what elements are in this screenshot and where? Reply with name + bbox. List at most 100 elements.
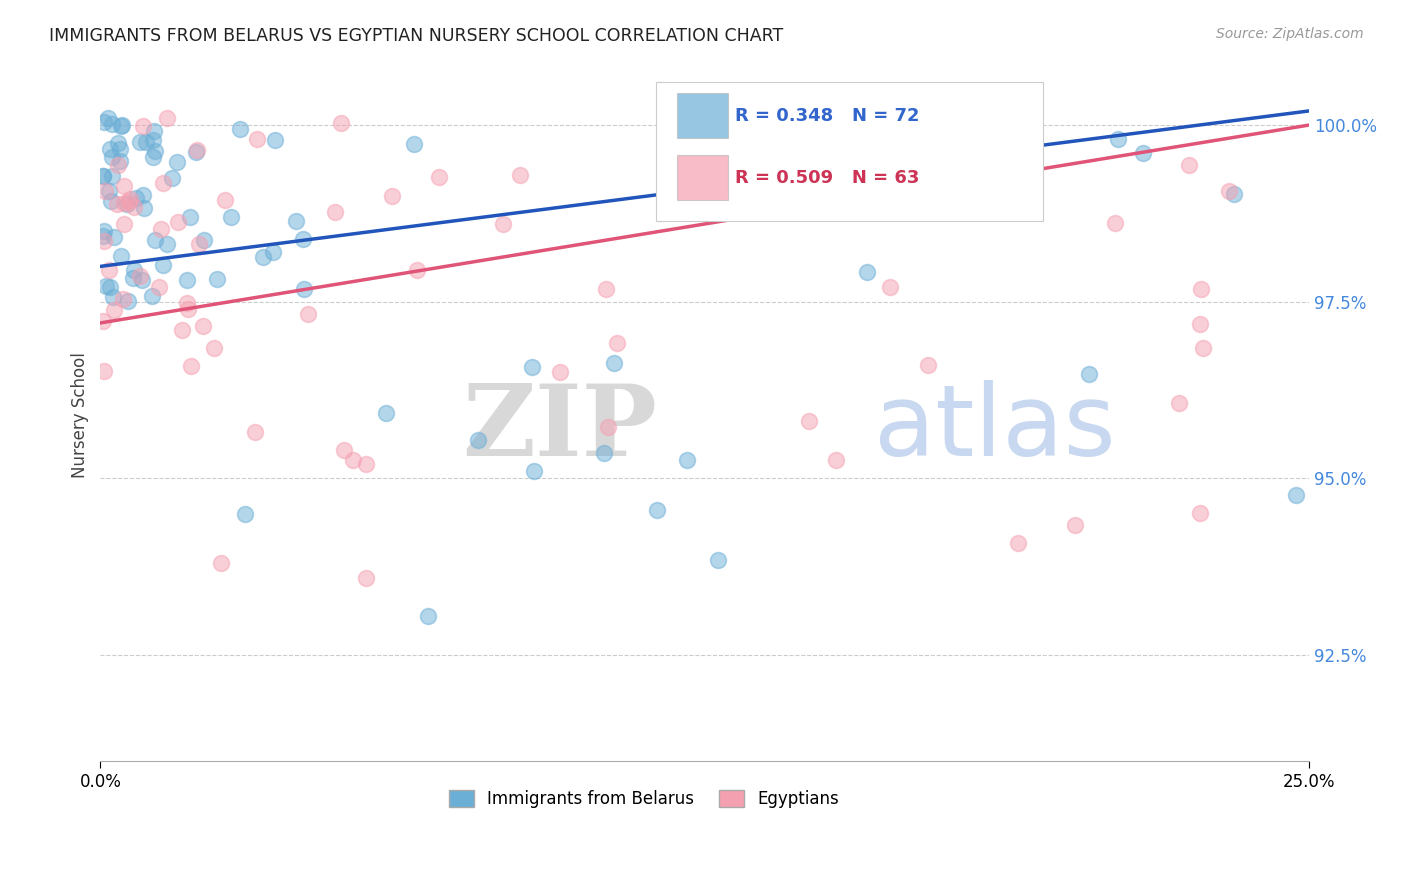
Point: [91, 169, 114, 183]
Point: [292, 232, 315, 246]
Point: [156, 111, 179, 125]
Point: [176, 273, 198, 287]
Point: [101, 169, 124, 183]
Point: [98, 142, 121, 156]
Point: [228, 122, 250, 136]
Point: [825, 452, 848, 467]
Point: [148, 280, 170, 294]
Point: [202, 341, 225, 355]
Point: [606, 335, 628, 350]
Point: [1007, 536, 1029, 550]
Point: [219, 211, 242, 225]
Point: [118, 194, 141, 209]
Point: [214, 194, 236, 208]
Point: [1064, 518, 1087, 533]
Point: [122, 271, 145, 285]
Point: [523, 464, 546, 478]
Point: [101, 150, 124, 164]
Point: [91, 229, 114, 244]
Point: [110, 119, 132, 133]
Point: [110, 250, 132, 264]
Point: [141, 288, 163, 302]
Point: [129, 135, 152, 149]
Text: R = 0.348   N = 72: R = 0.348 N = 72: [735, 107, 920, 125]
Point: [1132, 146, 1154, 161]
Point: [1077, 367, 1099, 381]
Point: [156, 237, 179, 252]
Point: [193, 233, 215, 247]
Point: [252, 250, 274, 264]
Point: [132, 188, 155, 202]
Point: [595, 282, 617, 296]
Point: [177, 301, 200, 316]
Point: [114, 195, 136, 210]
Point: [122, 200, 145, 214]
Point: [1218, 184, 1240, 198]
Point: [209, 556, 232, 570]
Point: [264, 133, 287, 147]
Point: [143, 233, 166, 247]
Point: [1167, 396, 1189, 410]
Point: [323, 205, 346, 219]
Point: [297, 307, 319, 321]
Point: [96, 279, 118, 293]
Point: [404, 136, 426, 151]
Point: [936, 169, 959, 183]
Point: [110, 142, 132, 156]
Point: [917, 358, 939, 372]
Point: [598, 420, 620, 434]
Point: [354, 571, 377, 585]
Point: [1192, 341, 1215, 355]
Point: [152, 258, 174, 272]
Point: [1188, 506, 1211, 520]
Point: [135, 135, 157, 149]
Point: [329, 116, 352, 130]
Point: [110, 153, 132, 168]
Point: [93, 364, 115, 378]
Point: [292, 282, 315, 296]
Point: [179, 210, 201, 224]
Point: [167, 214, 190, 228]
Point: [603, 356, 626, 370]
Text: Source: ZipAtlas.com: Source: ZipAtlas.com: [1216, 27, 1364, 41]
Point: [142, 133, 165, 147]
Point: [143, 144, 166, 158]
Point: [879, 279, 901, 293]
Point: [1222, 186, 1244, 201]
Point: [115, 197, 138, 211]
Text: IMMIGRANTS FROM BELARUS VS EGYPTIAN NURSERY SCHOOL CORRELATION CHART: IMMIGRANTS FROM BELARUS VS EGYPTIAN NURS…: [49, 27, 783, 45]
Point: [797, 414, 820, 428]
Point: [416, 609, 439, 624]
Point: [509, 168, 531, 182]
Point: [166, 154, 188, 169]
Legend: Immigrants from Belarus, Egyptians: Immigrants from Belarus, Egyptians: [443, 783, 846, 815]
Point: [131, 273, 153, 287]
Point: [243, 425, 266, 439]
Point: [103, 290, 125, 304]
Point: [97, 111, 120, 125]
Point: [93, 224, 115, 238]
Point: [235, 507, 257, 521]
Point: [125, 191, 148, 205]
Point: [593, 446, 616, 460]
Point: [492, 217, 515, 231]
Point: [98, 280, 121, 294]
Point: [856, 265, 879, 279]
Point: [205, 272, 228, 286]
Point: [548, 365, 571, 379]
Point: [1285, 488, 1308, 502]
Point: [112, 217, 135, 231]
Point: [172, 323, 194, 337]
Point: [645, 503, 668, 517]
Point: [676, 453, 699, 467]
Point: [93, 115, 115, 129]
Text: atlas: atlas: [875, 380, 1115, 477]
Point: [1188, 317, 1211, 331]
Text: R = 0.509   N = 63: R = 0.509 N = 63: [735, 169, 920, 187]
Point: [132, 202, 155, 216]
Point: [342, 453, 364, 467]
Point: [180, 359, 202, 373]
Point: [112, 179, 135, 194]
Point: [907, 180, 929, 194]
Y-axis label: Nursery School: Nursery School: [72, 351, 89, 478]
